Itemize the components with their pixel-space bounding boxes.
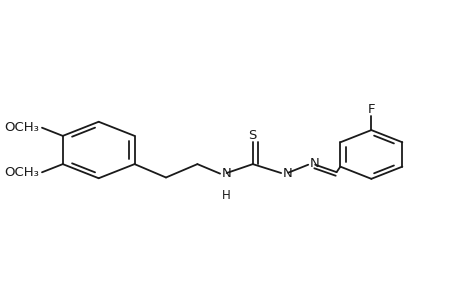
Text: N: N [282, 167, 292, 179]
Text: S: S [248, 129, 257, 142]
Text: N: N [221, 167, 231, 180]
Text: N: N [309, 157, 319, 170]
Text: OCH₃: OCH₃ [5, 121, 39, 134]
Text: F: F [367, 103, 374, 116]
Text: H: H [221, 188, 230, 202]
Text: OCH₃: OCH₃ [5, 166, 39, 179]
